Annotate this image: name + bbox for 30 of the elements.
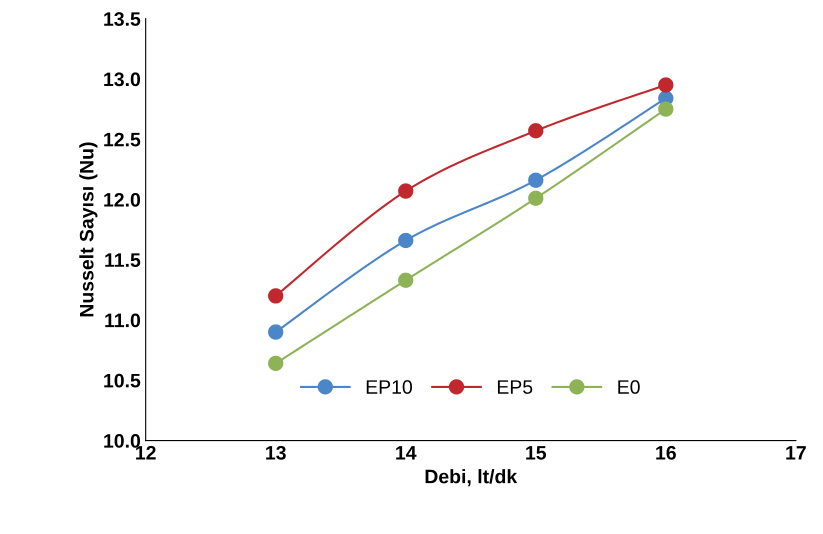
point — [528, 123, 544, 138]
y-tick-label: 13.0 — [104, 72, 140, 86]
x-tick-label: 16 — [656, 446, 676, 460]
y-tick-label: 11.5 — [105, 253, 140, 267]
point — [658, 77, 674, 93]
y-axis-title: Nusselt Sayısı (Nu) — [79, 142, 98, 316]
legend-label: EP5 — [498, 380, 532, 394]
x-tick-label: 14 — [396, 446, 416, 460]
point — [398, 272, 414, 288]
point — [268, 288, 284, 304]
x-tick-label: 15 — [526, 446, 546, 460]
y-tick-label: 12.5 — [104, 132, 140, 146]
point — [268, 356, 284, 372]
y-tick-label: 10.0 — [104, 434, 140, 448]
point — [398, 232, 414, 248]
point — [398, 183, 414, 199]
legend-label: EP10 — [366, 380, 412, 394]
legend-label: E0 — [618, 380, 640, 394]
x-tick-label: 17 — [786, 446, 806, 460]
point — [528, 190, 544, 206]
x-axis-title: Debi, lt/dk — [426, 469, 518, 486]
y-tick-label: 11.0 — [105, 313, 140, 328]
y-tick-label: 13.5 — [104, 12, 140, 26]
x-tick-label: 13 — [266, 446, 286, 460]
x-tick-label: 12 — [136, 446, 156, 460]
point — [658, 101, 674, 117]
point — [268, 324, 284, 340]
y-tick-label: 12.0 — [104, 192, 140, 207]
y-tick-label: 10.5 — [104, 374, 140, 388]
point — [528, 172, 544, 188]
